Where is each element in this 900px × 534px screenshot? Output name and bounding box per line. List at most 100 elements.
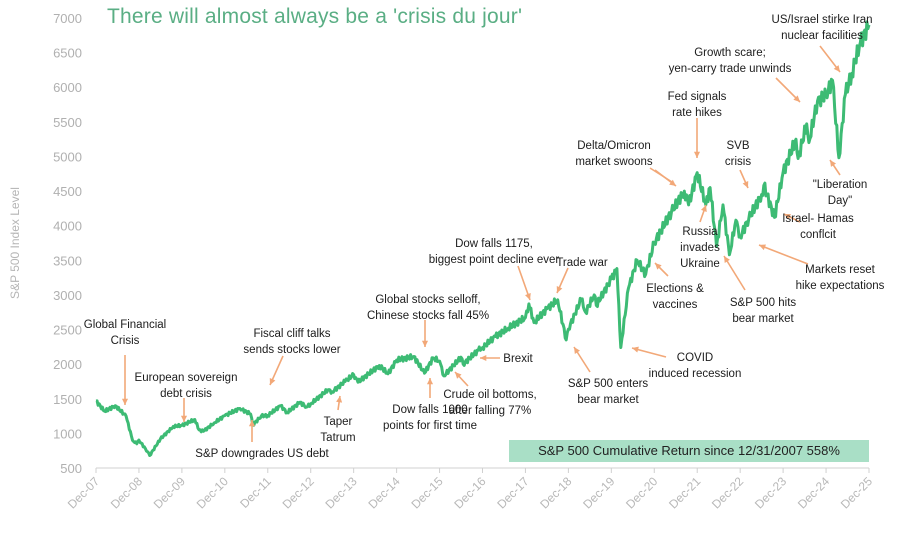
x-tick-label: Dec-25 [838,474,875,511]
annotation-line: Brexit [503,353,533,365]
annotation-line: crisis [724,156,752,168]
annotation-liberation: "Liberation Day" [813,177,868,209]
annotation-line: Delta/Omicron [577,140,651,152]
annotation-line: Trade war [556,257,608,269]
spacer [655,172,668,182]
x-tick-label: Dec-14 [365,474,402,511]
chart-title: There will almost always be a 'crisis du… [107,5,523,28]
annotation-line: Israel- Hamas [782,213,854,225]
y-tick-label: 1000 [53,426,82,441]
annotation-line: rate hikes [672,107,722,119]
annotation-line: debt crisis [160,388,212,400]
annotation-line: Dow falls 1175, [455,238,533,250]
annotation-growth: Growth scare; yen-carry trade unwinds [669,45,792,77]
annotation-line: after falling 77% [448,405,532,417]
y-tick-label: 1500 [53,392,82,407]
annotation-line: sends stocks lower [243,344,341,356]
arrowhead-icon [833,65,840,72]
y-tick-label: 6500 [53,46,82,61]
y-tick-label: 3500 [53,253,82,268]
arrowhead-icon [455,372,462,379]
y-tick-label: 7000 [53,11,82,26]
x-tick-label: Dec-17 [494,474,531,511]
arrowhead-icon [693,151,701,158]
y-tick-label: 2500 [53,323,82,338]
y-tick-label: 3000 [53,288,82,303]
x-tick-label: Dec-21 [666,474,703,511]
annotation-elections: Elections & vaccines [646,281,704,313]
arrowhead-icon [480,354,487,362]
arrowhead-icon [248,420,256,427]
annotation-line: hike expectations [795,280,885,292]
annotation-tradewar: Trade war [556,255,607,271]
arrowhead-icon [180,415,188,422]
annotation-brexit: Brexit [503,351,532,367]
x-tick-label: Dec-10 [194,474,231,511]
annotation-line: S&P 500 enters [567,378,649,390]
annotation-line: Fed signals [667,91,727,103]
annotation-crude: Crude oil bottoms, after falling 77% [443,387,536,419]
arrowhead-icon [793,95,800,102]
annotation-line: yen-carry trade unwinds [668,63,792,75]
y-tick-label: 4500 [53,184,82,199]
annotation-line: Day" [827,195,853,207]
annotation-russia: Russia invades Ukraine [680,224,720,272]
annotation-line: S&P 500 hits [729,297,797,309]
annotation-arrow-bear2022 [723,255,746,291]
cumulative-return-callout: S&P 500 Cumulative Return since 12/31/20… [509,440,869,462]
annotation-fiscal: Fiscal cliff talks sends stocks lower [243,326,340,358]
annotation-line: US/Israel stirke Iran [771,14,873,26]
x-tick-label: Dec-19 [580,474,617,511]
y-tick-label: 500 [60,461,82,476]
annotation-bear2022: S&P 500 hits bear market [730,295,796,327]
x-tick-label: Dec-15 [408,474,445,511]
annotation-line: Elections & [646,283,704,295]
annotation-covid: COVID induced recession [649,350,742,382]
annotation-line: induced recession [648,368,742,380]
x-tick-label: Dec-18 [537,474,574,511]
x-tick-label: Dec-20 [623,474,660,511]
annotation-line: Markets reset [805,264,875,276]
annotation-downgrade: S&P downgrades US debt [195,446,328,462]
x-tick-label: Dec-16 [451,474,488,511]
annotation-line: invades [680,242,720,254]
arrowhead-icon [701,205,707,212]
arrowhead-icon [269,378,276,385]
arrowhead-icon [724,256,730,263]
y-tick-label: 5000 [53,149,82,164]
y-axis-title: S&P 500 Index Level [8,187,22,299]
y-tick-label: 5500 [53,115,82,130]
annotation-reset: Markets reset hike expectations [796,262,885,294]
annotation-fed: Fed signals rate hikes [668,89,727,121]
arrowhead-icon [121,398,129,405]
x-tick-label: Dec-08 [108,474,145,511]
annotation-line: S&P downgrades US debt [195,448,329,460]
arrowhead-icon [574,347,580,354]
y-tick-label: 2000 [53,357,82,372]
annotation-gfc: Global Financial Crisis [84,317,166,349]
annotation-china: Global stocks selloff, Chinese stocks fal… [367,292,489,324]
arrowhead-icon [655,263,662,270]
annotation-line: Taper [323,416,353,428]
annotation-arrow-reset [758,244,809,265]
annotation-line: Crude oil bottoms, [443,389,537,401]
arrowhead-icon [525,293,531,300]
annotation-line: Chinese stocks fall 45% [366,310,490,322]
annotation-line: Fiscal cliff talks [253,328,331,340]
arrowhead-icon [632,346,639,353]
arrowhead-icon [742,181,749,188]
arrowhead-icon [556,286,563,293]
y-tick-label: 6000 [53,80,82,95]
annotation-line: nuclear facilities [781,30,863,42]
annotation-line: vaccines [652,299,698,311]
annotation-line: Ukraine [680,258,720,270]
annotation-line: Growth scare; [694,47,766,59]
annotation-line: conflcit [800,229,836,241]
x-tick-label: Dec-24 [795,474,832,511]
annotation-line: Tatrum [320,432,356,444]
annotation-dow1175: Dow falls 1175, biggest point decline eve… [429,236,559,268]
x-tick-label: Dec-09 [151,474,188,511]
annotation-euro: European sovereign debt crisis [135,370,238,402]
annotation-line: "Liberation [812,179,868,191]
